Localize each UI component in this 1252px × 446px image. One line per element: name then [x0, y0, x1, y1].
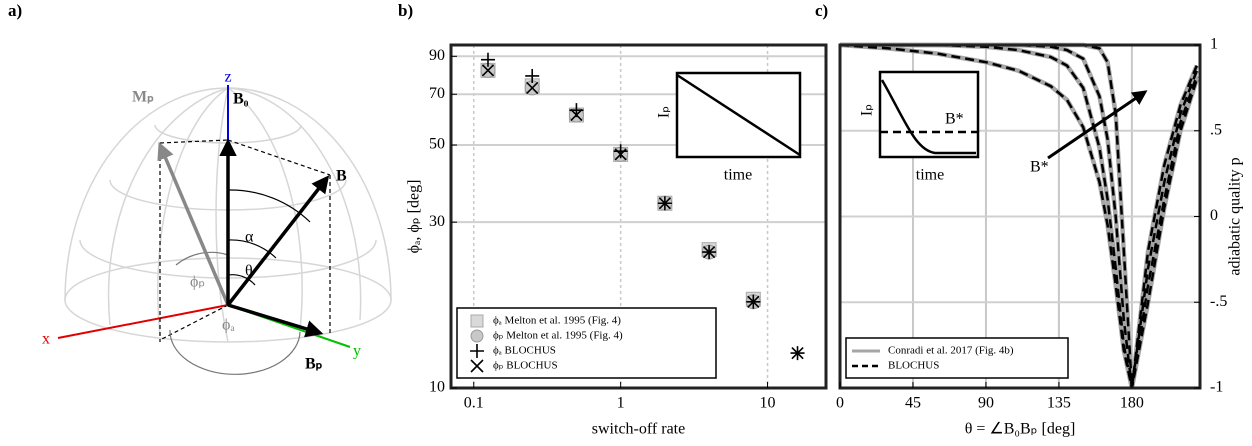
x-tick-label: 10	[760, 395, 776, 412]
legend-label: ϕₐ Melton et al. 1995 (Fig. 4)	[493, 315, 621, 327]
legend-label: ϕₚ BLOCHUS	[493, 360, 558, 372]
y-tick-label: 50	[429, 136, 445, 153]
point	[525, 68, 540, 83]
legend-label: ϕₚ Melton et al. 1995 (Fig. 4)	[493, 330, 623, 342]
inset-label: Iₚ	[859, 104, 876, 116]
annotation: B*	[1030, 159, 1049, 176]
x-tick-label: 135	[1047, 395, 1071, 412]
legend	[845, 337, 1069, 379]
point	[658, 197, 672, 210]
inset-label: Iₚ	[656, 106, 673, 118]
inset-label: time	[724, 167, 752, 184]
vector-label: Bₚ	[305, 356, 323, 373]
panel-label: a)	[8, 1, 22, 20]
panel-label: b)	[398, 1, 413, 20]
legend-swatch	[470, 344, 484, 358]
angle-label: θ	[245, 263, 253, 280]
y-tick-label: 90	[429, 47, 445, 64]
angle-label: ϕₐ	[222, 317, 235, 334]
point	[747, 295, 760, 308]
y-tick-label: -1	[1210, 379, 1223, 396]
legend-swatch	[470, 359, 484, 373]
point	[526, 81, 539, 95]
legend-label: Conradi et al. 2017 (Fig. 4b)	[888, 345, 1014, 357]
diagram-lines	[57, 85, 351, 375]
vector-label: B₀	[233, 91, 249, 108]
x-tick-label: 0.1	[464, 395, 484, 412]
legend-label: ϕₐ BLOCHUS	[493, 345, 556, 357]
y-tick-label: 10	[429, 379, 445, 396]
x-tick-label: 180	[1120, 395, 1144, 412]
y-tick-label: 70	[429, 85, 445, 102]
angle-label: ϕₚ	[190, 274, 205, 291]
point	[570, 108, 583, 122]
point	[702, 245, 716, 259]
y-tick-label: 0	[1210, 207, 1218, 224]
angle-label: α	[245, 229, 254, 246]
x-tick-label: 0	[836, 395, 844, 412]
y-tick-label: -.5	[1210, 293, 1227, 310]
legend-swatch	[470, 329, 484, 343]
vector-label: B	[336, 168, 347, 185]
point	[613, 144, 628, 159]
line	[839, 43, 1198, 389]
x-tick-label: 45	[905, 395, 921, 412]
axes-frame	[449, 43, 828, 390]
y-axis-label: adiabatic quality p	[1227, 157, 1244, 275]
x-tick-label: 90	[978, 395, 994, 412]
inset-label: B*	[945, 111, 964, 128]
legend	[456, 307, 717, 379]
y-axis-label: ϕₐ, ϕₚ [deg]	[406, 180, 423, 254]
x-axis-label: switch-off rate	[592, 421, 685, 438]
x-tick-label: 1	[617, 395, 625, 412]
y-tick-label: 30	[429, 213, 445, 230]
y-tick-label: .5	[1210, 121, 1222, 138]
vector-label: Mₚ	[132, 89, 154, 106]
point	[480, 52, 495, 67]
y-tick-label: 1	[1210, 36, 1218, 53]
panel-label: c)	[815, 1, 828, 20]
axis-label: x	[42, 331, 50, 348]
point	[791, 346, 804, 360]
inset-label: time	[916, 167, 944, 184]
legend-label: BLOCHUS	[888, 360, 939, 372]
hemisphere	[64, 87, 392, 343]
axis-label: z	[224, 69, 231, 86]
legend-swatch	[470, 314, 484, 328]
point	[481, 64, 495, 77]
x-axis-label: θ = ∠B₀Bₚ [deg]	[965, 421, 1076, 438]
point	[614, 148, 627, 161]
axis-label: y	[353, 343, 361, 360]
inset	[675, 70, 1148, 160]
